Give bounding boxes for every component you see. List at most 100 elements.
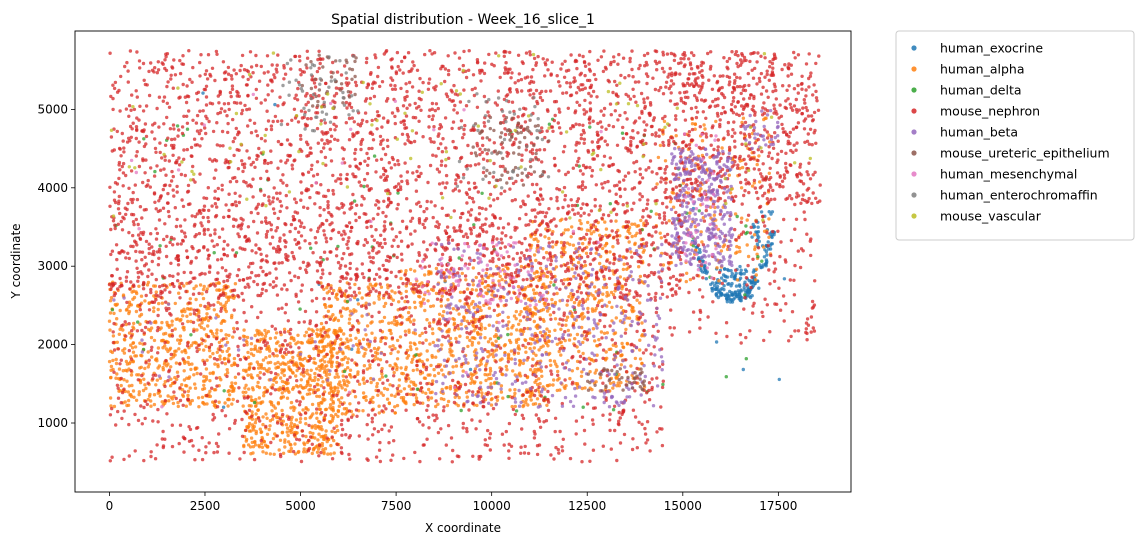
data-point [306,408,310,412]
data-point [796,91,800,95]
data-point [440,368,444,372]
data-point [141,61,146,66]
data-point [535,101,540,106]
data-point [577,164,581,168]
data-point [696,76,700,80]
data-point [375,127,379,131]
data-point [315,160,320,164]
data-point [635,224,639,228]
data-point [304,103,308,107]
data-point [412,341,416,345]
data-point [356,372,360,376]
data-point [532,92,536,96]
data-point [487,138,492,142]
data-point [580,317,585,321]
data-point [773,197,777,201]
data-point [541,57,545,61]
data-point [202,284,206,289]
data-point [275,197,280,201]
data-point [289,400,294,405]
data-point [249,342,254,346]
data-point [409,320,413,324]
data-point [186,319,190,324]
data-point [303,334,307,338]
data-point [672,58,677,63]
data-point [310,425,314,430]
data-point [146,365,150,369]
data-point [712,284,717,288]
data-point [365,171,370,176]
data-point [166,136,170,140]
data-point [259,136,264,141]
data-point [557,322,561,326]
data-point [318,427,322,431]
data-point [720,146,724,150]
data-point [301,408,305,412]
data-point [578,73,582,77]
data-point [147,93,152,98]
data-point [593,296,597,300]
data-point [754,267,759,271]
data-point [537,348,541,352]
data-point [505,266,510,270]
data-point [687,57,691,61]
data-point [594,380,598,384]
data-point [797,194,801,198]
data-point [576,85,580,90]
data-point [115,129,120,134]
data-point [307,327,311,331]
data-point [163,380,167,384]
data-point [403,55,407,59]
data-point [486,340,491,344]
data-point [181,82,185,87]
data-point [240,108,245,113]
data-point [631,129,635,133]
data-point [687,146,692,150]
data-point [481,143,485,148]
data-point [483,61,487,65]
data-point [386,119,390,123]
data-point [491,355,496,359]
data-point [616,168,620,173]
data-point [463,123,467,128]
data-point [591,309,595,313]
data-point [437,170,442,174]
data-point [342,369,347,374]
data-point [298,420,302,424]
data-point [547,236,551,241]
data-point [267,195,271,199]
data-point [585,297,590,301]
data-point [396,389,400,393]
data-point [278,95,282,99]
data-point [153,137,157,141]
data-point [195,113,200,118]
data-point [260,435,264,440]
data-point [577,156,581,161]
data-point [189,367,193,372]
data-point [457,67,462,72]
data-point [402,122,407,127]
data-point [456,403,460,408]
data-point [385,174,389,179]
data-point [742,55,747,60]
data-point [710,87,715,92]
data-point [417,96,421,101]
data-point [155,359,159,363]
data-point [172,394,176,398]
data-point [122,351,127,355]
data-point [570,314,574,318]
data-point [669,260,674,265]
data-point [305,56,310,60]
data-point [465,287,470,291]
data-point [137,390,141,394]
data-point [313,423,317,428]
data-point [156,346,161,350]
data-point [245,107,249,112]
data-point [542,148,547,152]
data-point [144,134,149,139]
data-point [108,396,113,400]
data-point [452,323,456,327]
data-point [590,174,594,178]
data-point [219,328,223,333]
data-point [211,351,215,356]
